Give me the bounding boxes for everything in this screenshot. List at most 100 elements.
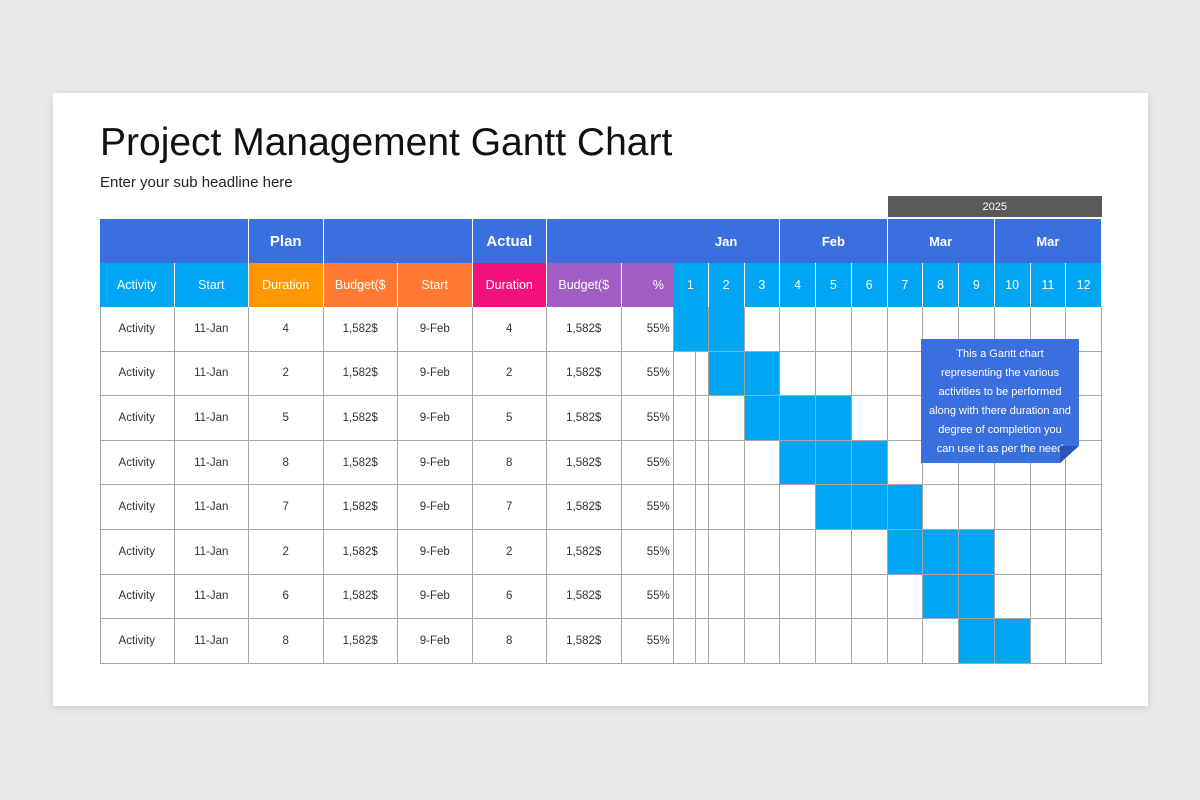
table-cell: Activity xyxy=(100,307,175,352)
gantt-bar xyxy=(744,396,852,441)
table-cell: 9-Feb xyxy=(398,619,473,664)
table-cell: 2 xyxy=(249,530,324,575)
gantt-cell xyxy=(673,619,709,664)
gantt-cell xyxy=(851,574,888,620)
gantt-bar xyxy=(780,440,888,486)
gantt-cell xyxy=(923,485,959,530)
month-header: Mar xyxy=(994,219,1102,263)
gantt-cell xyxy=(959,574,995,620)
table-cell: 11-Jan xyxy=(174,440,249,486)
gantt-cell xyxy=(780,440,816,486)
table-cell: 2 xyxy=(472,530,547,575)
column-header-6: Budget($ xyxy=(547,263,622,307)
table-cell: Activity xyxy=(100,440,175,486)
table-cell: Activity xyxy=(100,574,175,620)
gantt-cell xyxy=(780,619,816,664)
gantt-cell xyxy=(887,485,924,530)
table-cell: Activity xyxy=(100,351,175,397)
gantt-cell xyxy=(887,396,924,441)
gantt-cell xyxy=(744,351,781,397)
table-cell: 11-Jan xyxy=(174,351,249,397)
gantt-cell xyxy=(887,619,924,664)
gantt-cell xyxy=(673,351,709,397)
gantt-cell xyxy=(959,440,995,486)
table-cell: 11-Jan xyxy=(174,396,249,441)
gantt-cell xyxy=(744,485,781,530)
table-cell: Activity xyxy=(100,619,175,664)
table-cell: 9-Feb xyxy=(398,574,473,620)
page-title: Project Management Gantt Chart xyxy=(100,121,673,164)
column-header-1: Start xyxy=(174,263,249,307)
table-cell: 2 xyxy=(249,351,324,397)
gantt-cell xyxy=(673,530,709,575)
gantt-note: This a Gantt chart representing the vari… xyxy=(921,339,1079,463)
gantt-cell xyxy=(994,619,1031,664)
table-cell: 11-Jan xyxy=(174,485,249,530)
gantt-cell xyxy=(959,530,995,575)
week-header: 7 xyxy=(887,263,924,307)
gantt-cell xyxy=(851,351,888,397)
gantt-cell xyxy=(887,530,924,575)
table-cell: 1,582$ xyxy=(323,351,398,397)
table-cell: 8 xyxy=(472,619,547,664)
table-cell: 1,582$ xyxy=(547,351,622,397)
gantt-cell xyxy=(673,440,709,486)
week-header: 10 xyxy=(994,263,1031,307)
gantt-cell xyxy=(959,619,995,664)
table-cell: 1,582$ xyxy=(547,619,622,664)
table-cell: 1,582$ xyxy=(547,440,622,486)
gantt-cell xyxy=(780,530,816,575)
gantt-cell xyxy=(744,396,781,441)
gantt-cell xyxy=(816,307,852,352)
gantt-cell xyxy=(744,440,781,486)
table-cell: 11-Jan xyxy=(174,530,249,575)
table-cell: 1,582$ xyxy=(547,485,622,530)
page-subtitle: Enter your sub headline here xyxy=(100,174,293,191)
gantt-cell xyxy=(1066,440,1102,486)
gantt-cell xyxy=(708,485,745,530)
gantt-cell xyxy=(708,396,745,441)
gantt-cell xyxy=(851,619,888,664)
table-cell: 9-Feb xyxy=(398,307,473,352)
gantt-cell xyxy=(673,574,709,620)
gantt-cell xyxy=(1030,619,1067,664)
table-cell: 8 xyxy=(249,619,324,664)
week-header: 6 xyxy=(851,263,888,307)
table-left-border xyxy=(100,307,101,664)
table-cell: 2 xyxy=(472,351,547,397)
gantt-cell xyxy=(851,485,888,530)
gantt-cell xyxy=(1030,574,1067,620)
year-band: 2025 xyxy=(887,196,1102,217)
month-header: Mar xyxy=(887,219,995,263)
gantt-cell xyxy=(923,530,959,575)
table-cell: 1,582$ xyxy=(323,619,398,664)
group-header-blank-1 xyxy=(100,219,249,263)
week-header: 8 xyxy=(923,263,959,307)
gantt-cell xyxy=(959,485,995,530)
table-cell: 7 xyxy=(472,485,547,530)
gantt-cell xyxy=(994,574,1031,620)
week-header: 12 xyxy=(1066,263,1102,307)
week-header: 11 xyxy=(1030,263,1067,307)
gantt-cell xyxy=(744,530,781,575)
slide: Project Management Gantt Chart Enter you… xyxy=(53,93,1148,706)
gantt-cell xyxy=(1030,485,1067,530)
gantt-cell xyxy=(994,485,1031,530)
gantt-cell xyxy=(744,619,781,664)
table-cell: 1,582$ xyxy=(323,574,398,620)
gantt-bar xyxy=(708,351,781,397)
week-header: 3 xyxy=(744,263,781,307)
gantt-cell xyxy=(780,307,816,352)
week-header: 9 xyxy=(959,263,995,307)
table-cell: 55% xyxy=(621,530,696,575)
gantt-cell xyxy=(1066,485,1102,530)
gantt-cell xyxy=(816,351,852,397)
gantt-cell xyxy=(816,530,852,575)
table-cell: 1,582$ xyxy=(323,485,398,530)
week-header: 1 xyxy=(673,263,709,307)
table-cell: 55% xyxy=(621,485,696,530)
table-cell: Activity xyxy=(100,530,175,575)
group-header-blank-3 xyxy=(547,219,696,263)
table-cell: 8 xyxy=(472,440,547,486)
gantt-cell xyxy=(887,351,924,397)
